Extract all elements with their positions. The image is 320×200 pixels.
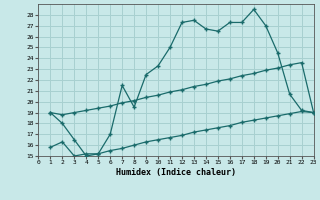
- X-axis label: Humidex (Indice chaleur): Humidex (Indice chaleur): [116, 168, 236, 177]
